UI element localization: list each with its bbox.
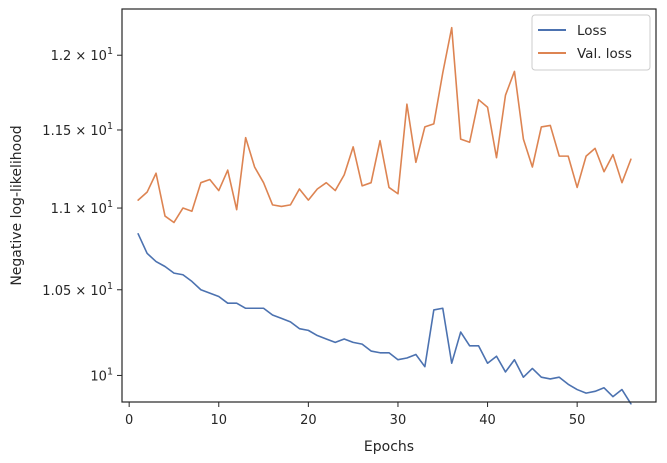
series-line-val-loss xyxy=(137,26,632,224)
y-axis: 101 1.05 × 101 1.1 × 101 1.15 × 101 1.2 × 10… xyxy=(42,46,122,384)
plot-area xyxy=(122,9,656,402)
plot-frame xyxy=(121,8,657,403)
legend-box xyxy=(531,14,651,71)
y-tick-label: 1.1 × 101 xyxy=(51,199,113,217)
y-axis-label: Negative log-likelihood xyxy=(9,125,25,285)
y-tick-label: 1.05 × 101 xyxy=(42,281,113,299)
y-tick-label: 101 xyxy=(90,366,113,384)
legend-label-loss: Loss xyxy=(577,23,607,39)
x-tick-label: 0 xyxy=(125,413,133,428)
x-tick-label: 50 xyxy=(569,413,586,428)
y-tick-label: 1.2 × 101 xyxy=(51,46,113,64)
legend-label-val-loss: Val. loss xyxy=(577,46,632,62)
y-tick-label: 1.15 × 101 xyxy=(42,121,113,139)
x-tick-label: 40 xyxy=(479,413,496,428)
series-layer xyxy=(137,26,632,405)
x-tick-label: 20 xyxy=(300,413,317,428)
legend: Loss Val. loss xyxy=(531,14,651,71)
x-tick-label: 10 xyxy=(210,413,227,428)
x-tick-label: 30 xyxy=(390,413,407,428)
series-line-loss xyxy=(137,232,632,405)
x-axis-label: Epochs xyxy=(364,439,414,455)
x-axis: 0 10 20 30 40 50 xyxy=(125,402,585,428)
